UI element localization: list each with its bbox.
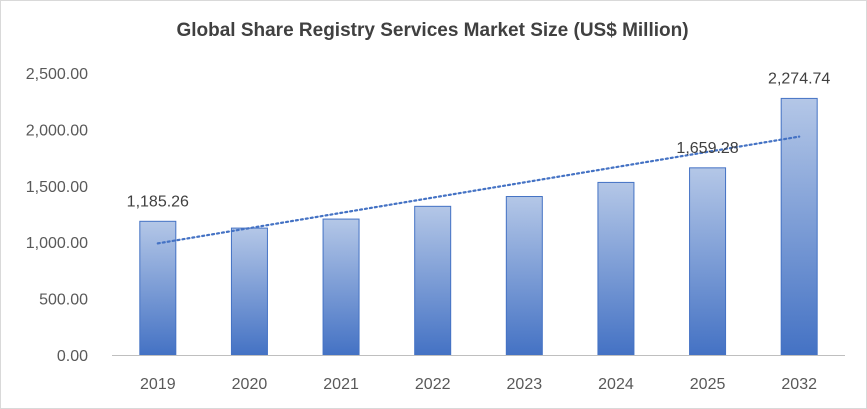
bar-2023: [505, 196, 543, 356]
chart-title: Global Share Registry Services Market Si…: [176, 20, 689, 41]
x-tick-label: 2023: [507, 376, 543, 393]
x-axis-tick-labels: 2019 2020 2021 2022 2023 2024 2025 2032: [140, 376, 817, 393]
x-tick-label: 2020: [232, 376, 268, 393]
y-tick-label: 0.00: [57, 348, 88, 365]
y-tick-label: 2,000.00: [26, 122, 88, 139]
data-labels: 1,185.26 1,659.28 2,274.74: [127, 70, 831, 210]
linear-trendline: [156, 135, 801, 245]
data-label-2032: 2,274.74: [768, 70, 830, 87]
y-tick-label: 2,500.00: [26, 66, 88, 83]
x-tick-label: 2021: [323, 376, 359, 393]
x-tick-label: 2024: [598, 376, 634, 393]
bar-2021: [322, 218, 360, 356]
bar-2022: [414, 205, 452, 356]
x-tick-label: 2022: [415, 376, 451, 393]
bar-2020: [230, 227, 268, 356]
y-axis-tick-labels: 0.00 500.00 1,000.00 1,500.00 2,000.00 2,500.…: [26, 66, 88, 365]
bar-series: [139, 97, 818, 356]
y-tick-label: 1,500.00: [26, 179, 88, 196]
bar-2025: [689, 167, 727, 356]
x-tick-label: 2019: [140, 376, 176, 393]
data-label-2019: 1,185.26: [127, 193, 189, 210]
bar-2024: [597, 181, 635, 356]
y-tick-label: 500.00: [39, 292, 88, 309]
data-label-2025: 1,659.28: [676, 140, 738, 157]
bar-2032: [780, 97, 818, 356]
x-tick-label: 2025: [690, 376, 726, 393]
x-tick-label: 2032: [781, 376, 817, 393]
y-tick-label: 1,000.00: [26, 235, 88, 252]
